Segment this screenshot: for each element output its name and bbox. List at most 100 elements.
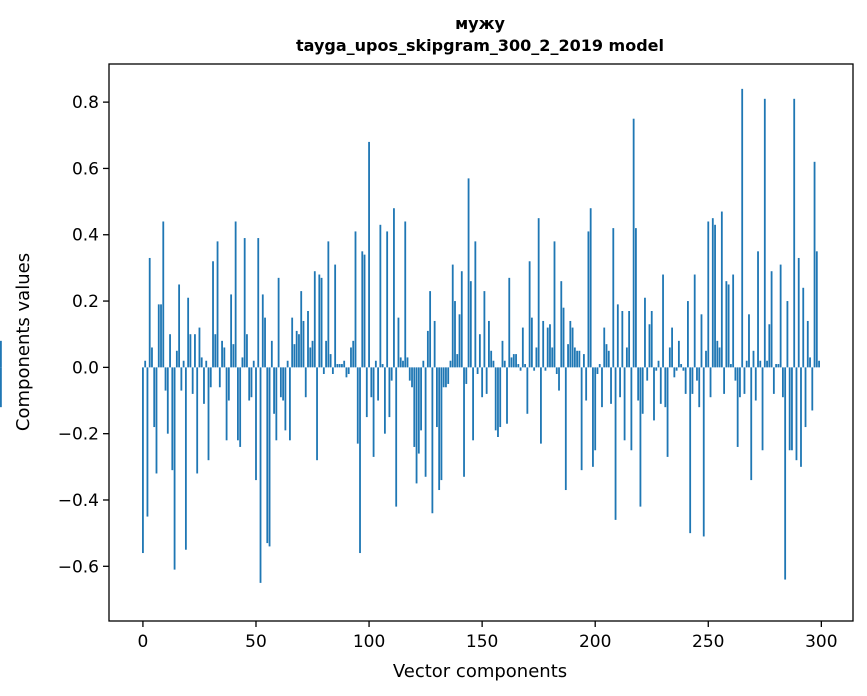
bar-193 (578, 350, 581, 368)
bar-264 (739, 367, 741, 398)
bar-219 (637, 367, 640, 401)
bar-20 (187, 297, 190, 368)
bar-203 (601, 367, 603, 408)
bar-137 (451, 264, 454, 368)
bar-209 (614, 367, 617, 520)
bar-198 (589, 208, 592, 368)
bar-263 (736, 367, 739, 447)
bar-118 (408, 367, 411, 381)
bar-44 (241, 357, 244, 368)
bar-201 (596, 367, 599, 374)
bar-220 (639, 367, 642, 507)
bar-187 (564, 367, 567, 491)
bar-251 (709, 367, 712, 398)
bar-98 (363, 254, 366, 368)
bar-292 (802, 287, 805, 368)
bar-172 (530, 317, 533, 368)
y-tick-label: −0.4 (58, 491, 99, 511)
bar-147 (474, 241, 477, 368)
bar-180 (549, 324, 551, 368)
bar-42 (237, 367, 239, 441)
bar-237 (677, 340, 680, 368)
bar-241 (687, 301, 689, 368)
bar-51 (257, 238, 260, 368)
bar-243 (691, 367, 694, 394)
bar-89 (343, 360, 346, 368)
bar-151 (483, 291, 486, 368)
bar-undefined (0, 340, 2, 368)
bar-46 (246, 334, 248, 368)
bar-261 (732, 274, 735, 368)
bar-212 (621, 311, 624, 368)
bar-294 (806, 320, 809, 368)
bar-216 (630, 367, 633, 451)
bar-127 (429, 291, 432, 368)
bar-124 (422, 360, 425, 368)
bar-231 (664, 367, 667, 408)
bar-289 (795, 367, 798, 461)
bar-92 (350, 347, 352, 368)
bar-273 (759, 360, 762, 368)
bar-114 (399, 357, 402, 368)
bar-12 (169, 334, 171, 368)
bar-215 (628, 311, 631, 368)
bar-61 (279, 367, 282, 398)
bar-293 (804, 367, 807, 428)
bar-1 (144, 360, 147, 368)
bar-60 (277, 277, 280, 368)
bar-223 (646, 367, 649, 381)
bar-149 (478, 334, 481, 368)
bar-152 (485, 367, 488, 394)
bar-122 (417, 367, 420, 454)
bar-291 (800, 367, 802, 467)
x-tick-label: 150 (466, 632, 498, 652)
bar-128 (431, 367, 434, 514)
bar-100 (368, 141, 370, 368)
bar-17 (180, 367, 183, 391)
bar-120 (413, 367, 416, 447)
bar-90 (345, 367, 348, 378)
bar-130 (436, 367, 438, 428)
bar-145 (469, 281, 472, 368)
bar-242 (689, 367, 692, 534)
bar-82 (327, 241, 330, 368)
bar-58 (273, 367, 275, 414)
bar-21 (189, 334, 192, 368)
plot-frame (108, 63, 854, 622)
bar-181 (551, 347, 554, 368)
bar-210 (616, 304, 619, 368)
bar-155 (492, 360, 495, 368)
bar-153 (488, 320, 490, 368)
bar-163 (510, 357, 513, 368)
bar-76 (313, 271, 316, 368)
bar-95 (356, 367, 359, 444)
bar-296 (811, 367, 814, 411)
bar-39 (230, 294, 233, 368)
bar-79 (320, 277, 323, 368)
bar-184 (558, 367, 560, 391)
bar-24 (196, 367, 199, 474)
bar-229 (659, 367, 662, 404)
bar-299 (818, 360, 820, 368)
bar-173 (533, 367, 536, 371)
bar-93 (352, 340, 355, 368)
x-tick-label: 300 (805, 632, 837, 652)
bar-188 (567, 344, 569, 368)
y-tick-label: 0.4 (72, 226, 99, 246)
bar-213 (623, 367, 626, 441)
bar-287 (791, 367, 793, 451)
bar-233 (668, 347, 671, 368)
bar-68 (295, 330, 298, 368)
bar-158 (499, 367, 502, 428)
x-tick-label: 100 (353, 632, 385, 652)
bar-252 (711, 218, 714, 368)
bar-244 (693, 274, 696, 368)
bar-88 (341, 364, 343, 368)
bar-15 (175, 350, 178, 368)
bar-285 (786, 301, 789, 368)
bar-62 (282, 367, 285, 401)
bar-84 (331, 367, 334, 374)
bar-179 (546, 327, 549, 368)
bar-43 (239, 367, 242, 447)
bar-69 (298, 334, 300, 368)
